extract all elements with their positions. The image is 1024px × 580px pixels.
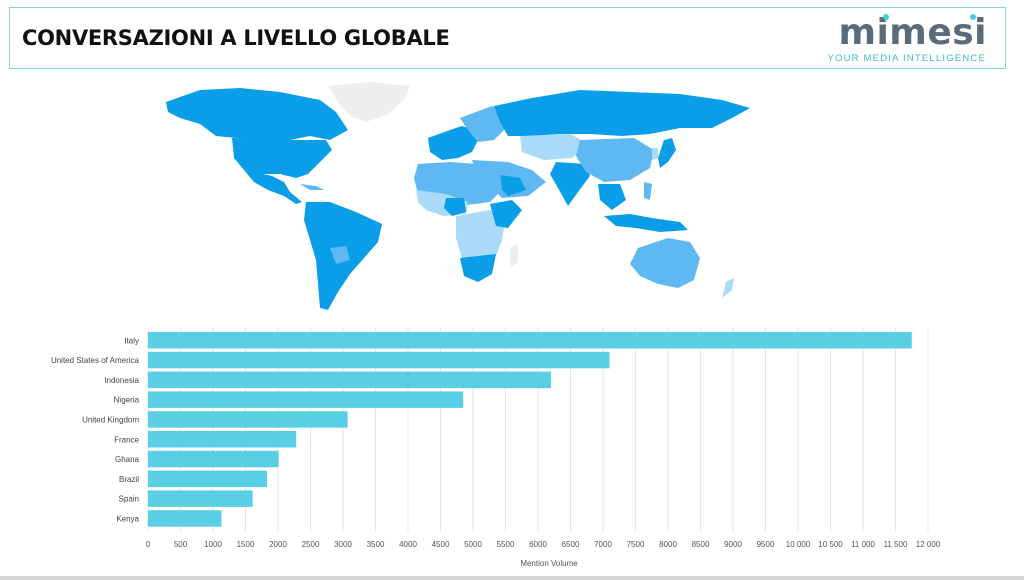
footer-divider	[0, 576, 1024, 580]
x-tick-label: 11 500	[884, 540, 908, 549]
x-tick-label: 8000	[659, 540, 677, 549]
x-tick-label: 11 000	[851, 540, 875, 549]
logo-tagline: YOUR MEDIA INTELLIGENCE	[827, 53, 986, 64]
x-tick-label: 7000	[594, 540, 612, 549]
map-region-caribbean	[300, 184, 324, 190]
map-region-usa	[232, 138, 332, 178]
logo-wordmark: mimesi	[838, 12, 987, 53]
x-tick-label: 2000	[269, 540, 287, 549]
x-tick-label: 5000	[464, 540, 482, 549]
category-label: United Kingdom	[82, 415, 139, 424]
map-region-central-asia	[520, 134, 590, 160]
logo-dot-2	[970, 14, 976, 20]
map-region-bolivia	[330, 246, 350, 264]
x-tick-label: 6500	[562, 540, 580, 549]
x-tick-label: 10 500	[818, 540, 843, 549]
bar-united-kingdom	[148, 411, 348, 428]
map-region-india	[550, 162, 590, 206]
bar-kenya	[148, 510, 222, 527]
map-region-indonesia	[604, 214, 688, 232]
map-region-new-zealand	[722, 278, 734, 298]
x-tick-label: 500	[174, 540, 188, 549]
x-tick-label: 6000	[529, 540, 547, 549]
mimesi-logo: mimesi YOUR MEDIA INTELLIGENCE	[827, 12, 987, 66]
bar-united-states-of-america	[148, 351, 610, 369]
map-region-south-africa	[460, 254, 496, 282]
map-region-korea	[652, 148, 658, 160]
category-label: Spain	[119, 495, 139, 504]
map-region-madagascar	[510, 244, 518, 268]
category-label: Kenya	[116, 514, 139, 523]
map-region-saudi-arabia	[494, 174, 526, 196]
category-label: Italy	[124, 336, 139, 345]
map-region-philippines	[644, 182, 652, 200]
x-tick-label: 12 000	[916, 540, 941, 549]
bar-brazil	[148, 470, 267, 488]
bar-spain	[148, 490, 253, 507]
x-tick-label: 3500	[367, 540, 385, 549]
category-label: Ghana	[115, 455, 140, 464]
x-tick-label: 3000	[334, 540, 352, 549]
x-tick-label: 8500	[692, 540, 710, 549]
map-region-russia	[494, 90, 750, 136]
category-label: Brazil	[119, 475, 139, 484]
map-region-greenland	[328, 82, 410, 122]
category-label: France	[114, 435, 139, 444]
map-region-europe-east	[460, 106, 506, 142]
category-label: Indonesia	[104, 376, 139, 385]
category-label: United States of America	[51, 356, 140, 365]
bar-nigeria	[148, 391, 464, 408]
map-region-east-africa	[490, 200, 522, 228]
header-bar: CONVERSAZIONI A LIVELLO GLOBALE mimesi Y…	[9, 7, 1006, 69]
x-tick-label: 1500	[237, 540, 255, 549]
bar-ghana	[148, 450, 279, 468]
map-region-canada	[166, 88, 348, 140]
x-tick-label: 9000	[724, 540, 742, 549]
chart-bars	[148, 332, 912, 527]
x-axis-label: Mention Volume	[520, 559, 578, 568]
map-region-europe-west	[428, 126, 478, 160]
x-tick-label: 4500	[432, 540, 450, 549]
map-region-nigeria	[444, 198, 466, 216]
x-tick-label: 4000	[399, 540, 417, 549]
world-map	[166, 82, 750, 310]
mention-volume-bar-chart: Italy United States of America Indonesia Ni…	[51, 328, 941, 568]
map-region-china	[576, 138, 654, 182]
page-title: CONVERSAZIONI A LIVELLO GLOBALE	[22, 26, 450, 50]
map-region-japan	[658, 138, 676, 168]
bar-france	[148, 431, 297, 448]
chart-x-tick-labels: 0 500 1000 1500 2000 2500 3000 3500 4000 4500 5000…	[146, 540, 941, 549]
x-tick-label: 10 000	[786, 540, 811, 549]
category-label: Nigeria	[114, 396, 140, 405]
map-region-australia	[630, 238, 700, 288]
bar-indonesia	[148, 371, 551, 389]
x-tick-label: 5500	[497, 540, 515, 549]
bar-italy	[148, 332, 912, 349]
x-tick-label: 9500	[757, 540, 775, 549]
x-tick-label: 7500	[627, 540, 645, 549]
x-tick-label: 0	[146, 540, 151, 549]
map-region-southeast-asia	[598, 184, 626, 210]
map-region-central-africa	[456, 210, 506, 266]
x-tick-label: 1000	[204, 540, 222, 549]
map-region-mexico	[244, 170, 302, 204]
logo-dot-1	[883, 14, 889, 20]
chart-category-labels: Italy United States of America Indonesia Ni…	[51, 336, 140, 523]
x-tick-label: 2500	[302, 540, 320, 549]
